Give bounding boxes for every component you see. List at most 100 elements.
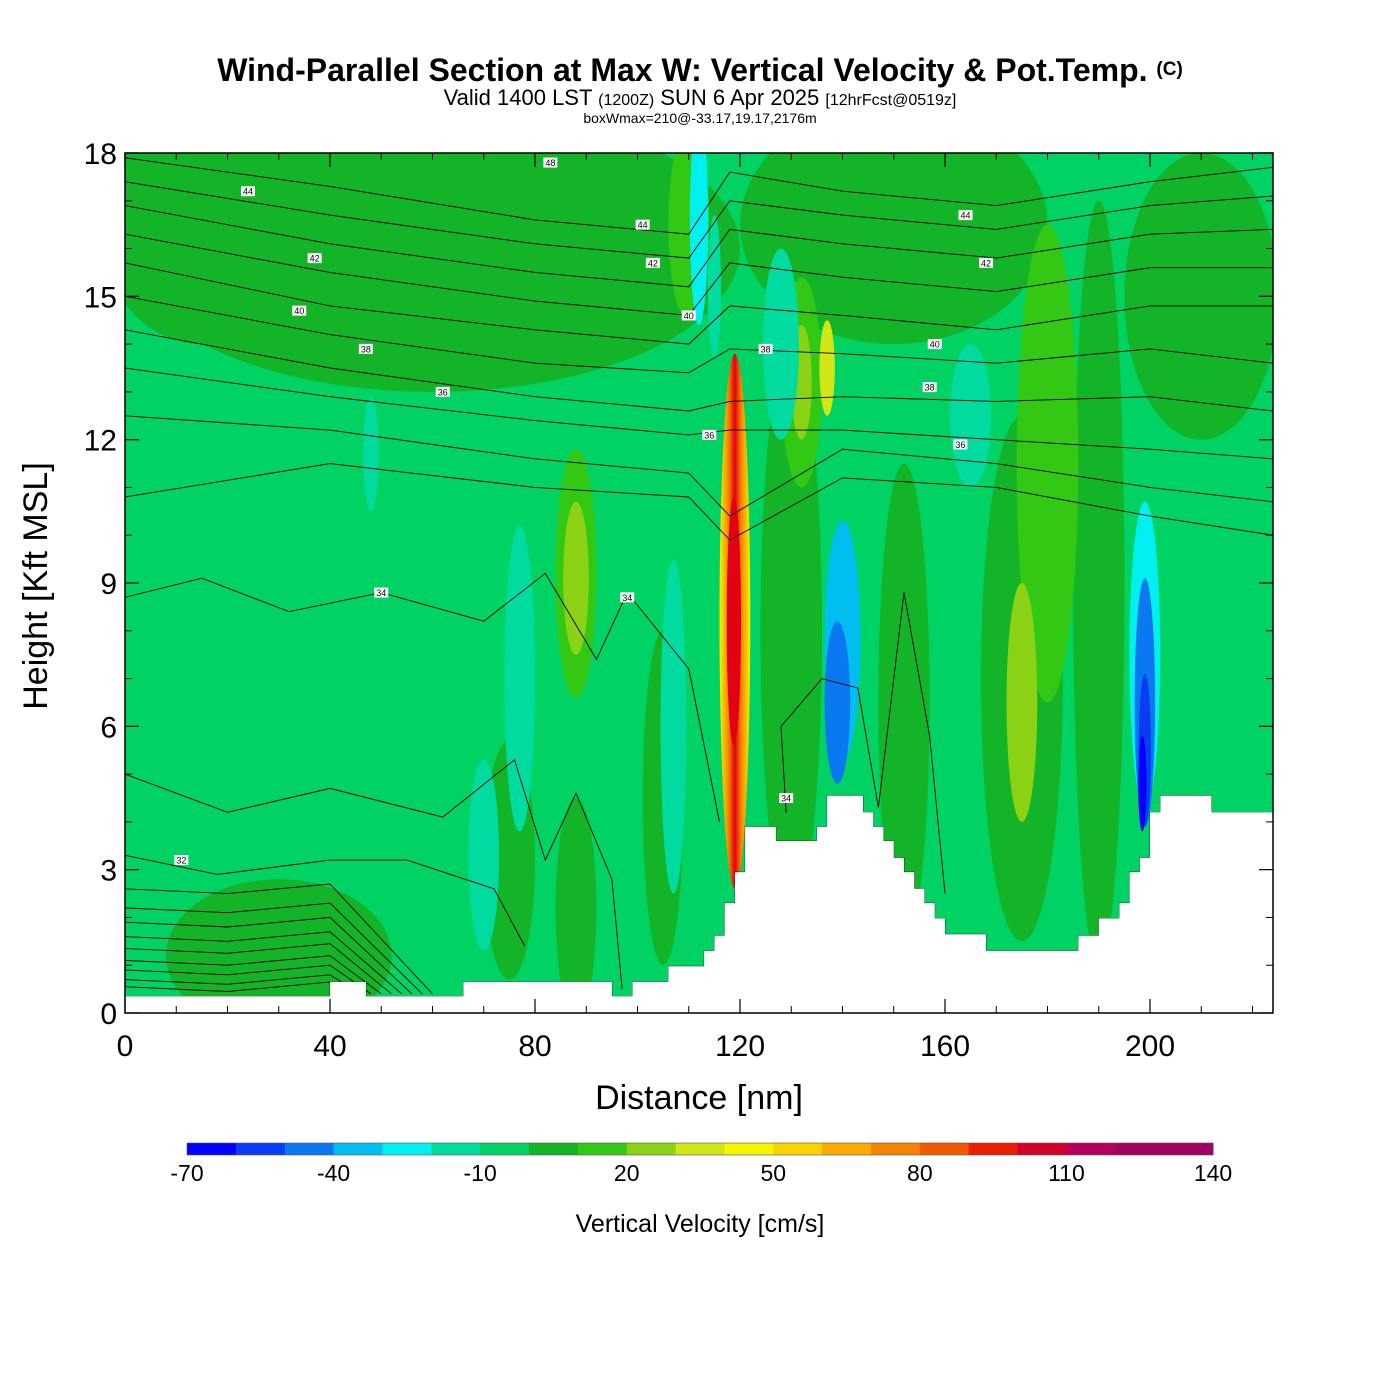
velocity-cell: [950, 344, 992, 488]
colorbar-tick-label: 110: [1048, 1160, 1085, 1186]
velocity-cell: [1006, 583, 1038, 822]
colorbar-swatch: [382, 1143, 432, 1155]
contour-labels: 48 44 44 44 42 42 42 40 40 40 38 38 38 36 36 36 34 34 34 32: [174, 157, 993, 866]
contour-label-bg: [374, 587, 389, 598]
isentrope: [125, 955, 382, 995]
chart-title-text: Wind-Parallel Section at Max W: Vertical…: [217, 52, 1148, 88]
contour-label: 34: [622, 593, 632, 603]
colorbar-swatch: [968, 1143, 1019, 1155]
contour-label: 48: [545, 158, 555, 168]
valid-date: SUN 6 Apr 2025: [660, 85, 820, 110]
y-tick-label: 18: [84, 138, 117, 171]
colorbar-frame: [186, 1142, 1214, 1156]
velocity-cell: [125, 153, 305, 345]
velocity-cell: [760, 344, 822, 918]
colorbar-swatch: [822, 1143, 872, 1155]
contour-label-bg: [358, 343, 373, 354]
isentrope: [125, 262, 1273, 345]
velocity-cell: [468, 759, 500, 951]
velocity-cell: [1016, 224, 1079, 703]
colorbar-tick-label: 50: [760, 1160, 786, 1186]
colorbar-tick-label: 140: [1194, 1160, 1232, 1186]
forecast-info: [12hrFcst@0519z]: [825, 92, 957, 109]
isentrope: [125, 415, 1273, 517]
contour-label-bg: [922, 382, 937, 393]
velocity-cell: [563, 501, 589, 655]
colorbar-swatch: [1115, 1143, 1165, 1155]
contour-label: 38: [361, 344, 371, 354]
contour-label-bg: [241, 186, 255, 197]
isentrope: [125, 233, 1273, 316]
contour-label: 40: [294, 306, 304, 316]
isentrope: [125, 205, 1273, 288]
y-tick-label: 6: [100, 711, 117, 744]
colorbar-tick-label: -70: [170, 1160, 203, 1186]
velocity-cell: [555, 798, 597, 1013]
velocity-cell: [504, 525, 535, 832]
y-axis-label: Height [Kft MSL]: [17, 462, 55, 710]
velocity-cell: [1124, 153, 1273, 440]
velocity-cell: [689, 153, 709, 325]
x-tick-label: 0: [117, 1030, 134, 1063]
valid-time-line: Valid 1400 LST (1200Z) SUN 6 Apr 2025 [1…: [0, 86, 1400, 113]
isentrope: [780, 592, 946, 894]
chart-title: Wind-Parallel Section at Max W: Vertical…: [0, 52, 1400, 88]
colorbar-tick-label: -40: [317, 1160, 350, 1186]
isentrope: [125, 964, 372, 995]
x-axis-label: Distance [nm]: [595, 1079, 803, 1117]
isentrope-32: [125, 854, 526, 947]
velocity-cell: [819, 320, 835, 416]
contour-label: 40: [684, 311, 694, 321]
colorbar-tick-label: 20: [614, 1160, 640, 1186]
contour-label-bg: [979, 257, 993, 268]
isentrope: [125, 759, 623, 990]
valid-time: Valid 1400 LST: [443, 85, 593, 110]
contour-label: 38: [761, 344, 771, 354]
colorbar-swatch: [871, 1143, 921, 1155]
colorbar-swatch: [773, 1143, 823, 1155]
contour-label-bg: [681, 310, 696, 321]
isentrope: [125, 916, 413, 995]
contour-label: 38: [925, 383, 935, 393]
contour-label: 36: [438, 387, 448, 397]
x-tick-label: 160: [920, 1030, 970, 1063]
contour-label-bg: [702, 429, 717, 440]
isentrope: [125, 157, 1273, 235]
y-tick-label: 3: [100, 855, 117, 888]
velocity-cell: [660, 559, 687, 894]
colorbar-swatch: [480, 1143, 530, 1155]
contour-label: 36: [955, 440, 965, 450]
colorbar-swatch: [235, 1143, 286, 1155]
colorbar-tick-label: -10: [464, 1160, 497, 1186]
colorbar-swatch: [724, 1143, 774, 1155]
isentrope: [125, 943, 392, 995]
x-tick-label: 120: [715, 1030, 765, 1063]
x-tick-label: 200: [1125, 1030, 1175, 1063]
x-tick-label: 80: [518, 1030, 551, 1063]
contour-label: 42: [648, 258, 658, 268]
contour-label-bg: [292, 305, 307, 316]
colorbar-label: Vertical Velocity [cm/s]: [576, 1210, 825, 1238]
plot-area: 48 44 44 44 42 42 42 40 40 40 38 38 38 36 36 36 34 34 34 32: [125, 153, 1273, 1013]
contour-label: 34: [781, 794, 791, 804]
colorbar-swatch: [919, 1143, 970, 1155]
contour-label: 44: [960, 211, 970, 221]
colorbar-swatch: [333, 1143, 383, 1155]
colorbar-swatch: [1066, 1143, 1116, 1155]
colorbar-swatch: [675, 1143, 725, 1155]
isentrope: [125, 295, 1273, 374]
colorbar-swatch: [284, 1143, 335, 1155]
contour-label: 36: [704, 430, 714, 440]
vertical-velocity-field: [125, 153, 1273, 1013]
isentrope: [125, 329, 1273, 412]
y-tick-label: 9: [100, 568, 117, 601]
colorbar-swatch: [529, 1143, 579, 1155]
contour-label-bg: [758, 343, 773, 354]
contour-label-bg: [307, 253, 322, 264]
contour-label-bg: [620, 592, 635, 603]
colorbar-swatch: [1017, 1143, 1067, 1155]
isentrope: [125, 931, 403, 995]
contour-label: 42: [981, 258, 991, 268]
